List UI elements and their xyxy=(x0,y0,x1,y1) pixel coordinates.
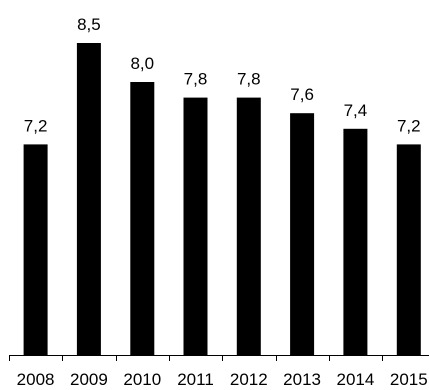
bar-2015 xyxy=(396,144,421,355)
value-label-2008: 7,2 xyxy=(24,116,48,135)
value-label-2013: 7,6 xyxy=(290,85,314,104)
x-tick-labels-group: 2008 2009 2010 2011 2012 2013 2014 2015 xyxy=(17,370,428,389)
bar-2012 xyxy=(236,97,261,355)
value-label-2011: 7,8 xyxy=(184,70,208,89)
x-tick-label-2015: 2015 xyxy=(390,370,428,389)
x-tick-label-2008: 2008 xyxy=(17,370,55,389)
value-label-2009: 8,5 xyxy=(77,15,101,34)
x-tick-label-2012: 2012 xyxy=(230,370,268,389)
bar-2014 xyxy=(343,128,368,355)
bar-2013 xyxy=(290,113,315,355)
x-ticks-group xyxy=(9,355,383,361)
value-labels-group: 7,2 8,5 8,0 7,8 7,8 7,6 7,4 7,2 xyxy=(24,15,421,135)
bar-2008 xyxy=(23,144,48,355)
bar-2011 xyxy=(183,97,208,355)
bar-2009 xyxy=(76,43,101,355)
value-label-2010: 8,0 xyxy=(130,54,154,73)
x-tick-label-2009: 2009 xyxy=(70,370,108,389)
bar-2010 xyxy=(130,82,155,355)
value-label-2012: 7,8 xyxy=(237,70,261,89)
x-tick-label-2011: 2011 xyxy=(177,370,214,389)
x-tick-label-2013: 2013 xyxy=(283,370,321,389)
bars-group xyxy=(23,43,421,355)
x-tick-label-2010: 2010 xyxy=(123,370,161,389)
value-label-2014: 7,4 xyxy=(344,101,368,120)
x-tick-label-2014: 2014 xyxy=(336,370,374,389)
value-label-2015: 7,2 xyxy=(397,116,421,135)
